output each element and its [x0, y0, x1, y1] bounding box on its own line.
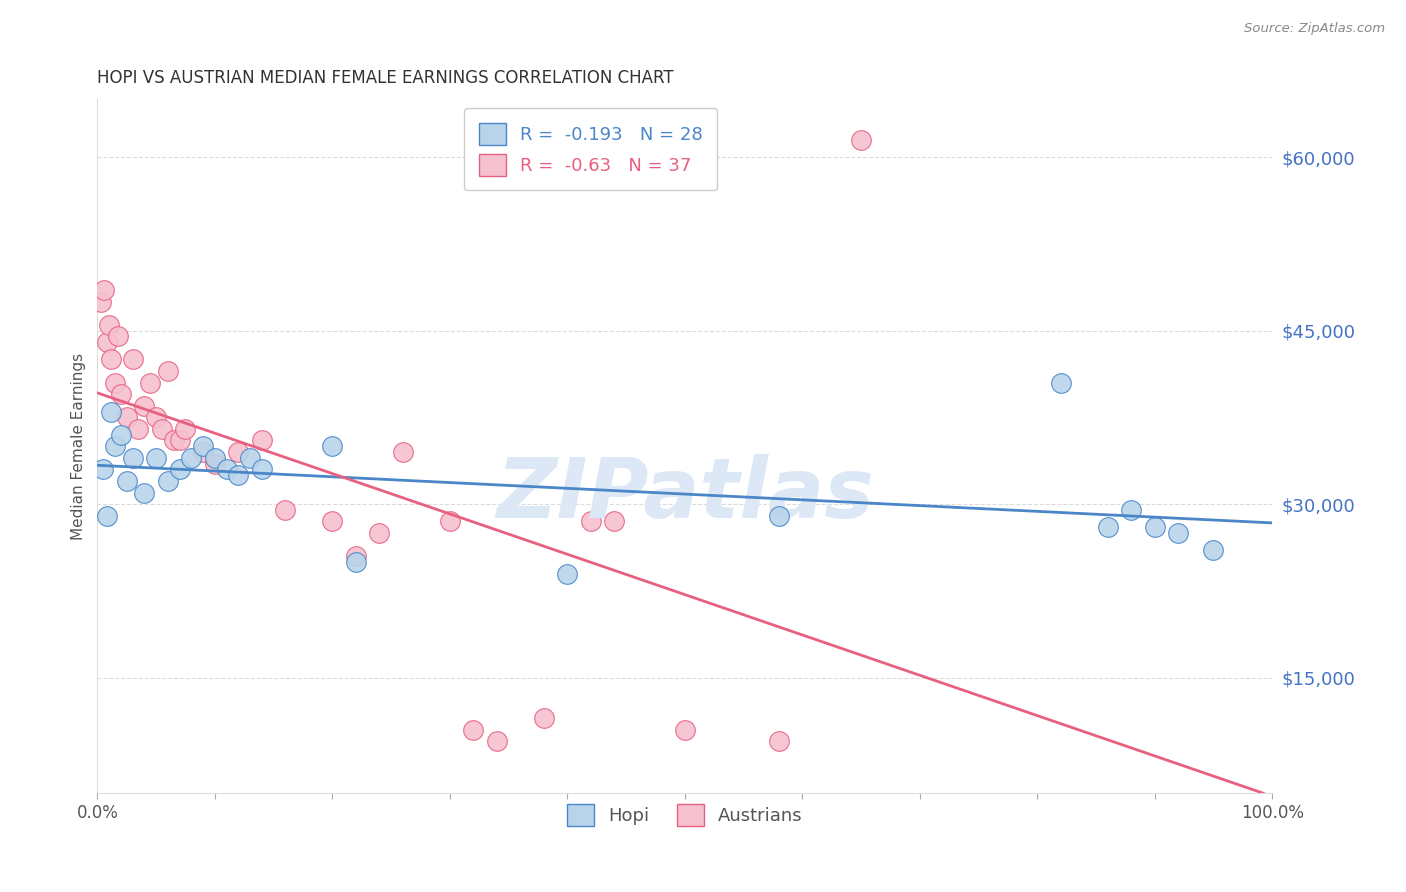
Point [849, 133, 872, 147]
Point [673, 723, 696, 737]
Point [239, 450, 262, 465]
Point [204, 450, 226, 465]
Point [768, 734, 790, 748]
Point [110, 387, 132, 401]
Point [110, 427, 132, 442]
Point [1121, 503, 1143, 517]
Text: ZIPatlas: ZIPatlas [496, 454, 873, 535]
Point [768, 508, 790, 523]
Point [228, 468, 250, 483]
Point [533, 711, 555, 725]
Point [139, 376, 162, 390]
Point [391, 445, 413, 459]
Point [250, 462, 273, 476]
Point [134, 485, 156, 500]
Point [1202, 543, 1225, 558]
Point [555, 566, 578, 581]
Point [169, 462, 191, 476]
Point [93, 283, 115, 297]
Point [344, 555, 367, 569]
Text: HOPI VS AUSTRIAN MEDIAN FEMALE EARNINGS CORRELATION CHART: HOPI VS AUSTRIAN MEDIAN FEMALE EARNINGS … [97, 69, 673, 87]
Y-axis label: Median Female Earnings: Median Female Earnings [72, 352, 86, 540]
Point [115, 474, 138, 488]
Point [463, 723, 485, 737]
Point [96, 335, 118, 350]
Point [1143, 520, 1166, 534]
Point [115, 410, 138, 425]
Point [1167, 526, 1189, 541]
Point [169, 434, 191, 448]
Point [90, 294, 112, 309]
Point [228, 445, 250, 459]
Legend: Hopi, Austrians: Hopi, Austrians [560, 797, 810, 833]
Point [127, 422, 149, 436]
Point [96, 508, 118, 523]
Point [104, 376, 127, 390]
Point [134, 399, 156, 413]
Point [321, 439, 343, 453]
Point [91, 462, 114, 476]
Point [104, 439, 127, 453]
Point [174, 422, 197, 436]
Point [145, 410, 167, 425]
Point [1049, 376, 1071, 390]
Point [579, 515, 602, 529]
Point [180, 450, 202, 465]
Point [485, 734, 508, 748]
Point [1097, 520, 1119, 534]
Point [250, 434, 273, 448]
Point [121, 352, 143, 367]
Point [156, 474, 179, 488]
Point [368, 526, 391, 541]
Point [163, 434, 186, 448]
Point [344, 549, 367, 564]
Point [156, 364, 179, 378]
Point [121, 450, 143, 465]
Point [100, 352, 122, 367]
Text: Source: ZipAtlas.com: Source: ZipAtlas.com [1244, 22, 1385, 36]
Point [215, 462, 238, 476]
Point [321, 515, 343, 529]
Point [107, 329, 129, 343]
Point [439, 515, 461, 529]
Point [191, 445, 214, 459]
Point [274, 503, 297, 517]
Point [145, 450, 167, 465]
Point [150, 422, 173, 436]
Point [98, 318, 121, 332]
Point [603, 515, 626, 529]
Point [204, 457, 226, 471]
Point [191, 439, 214, 453]
Point [100, 404, 122, 418]
